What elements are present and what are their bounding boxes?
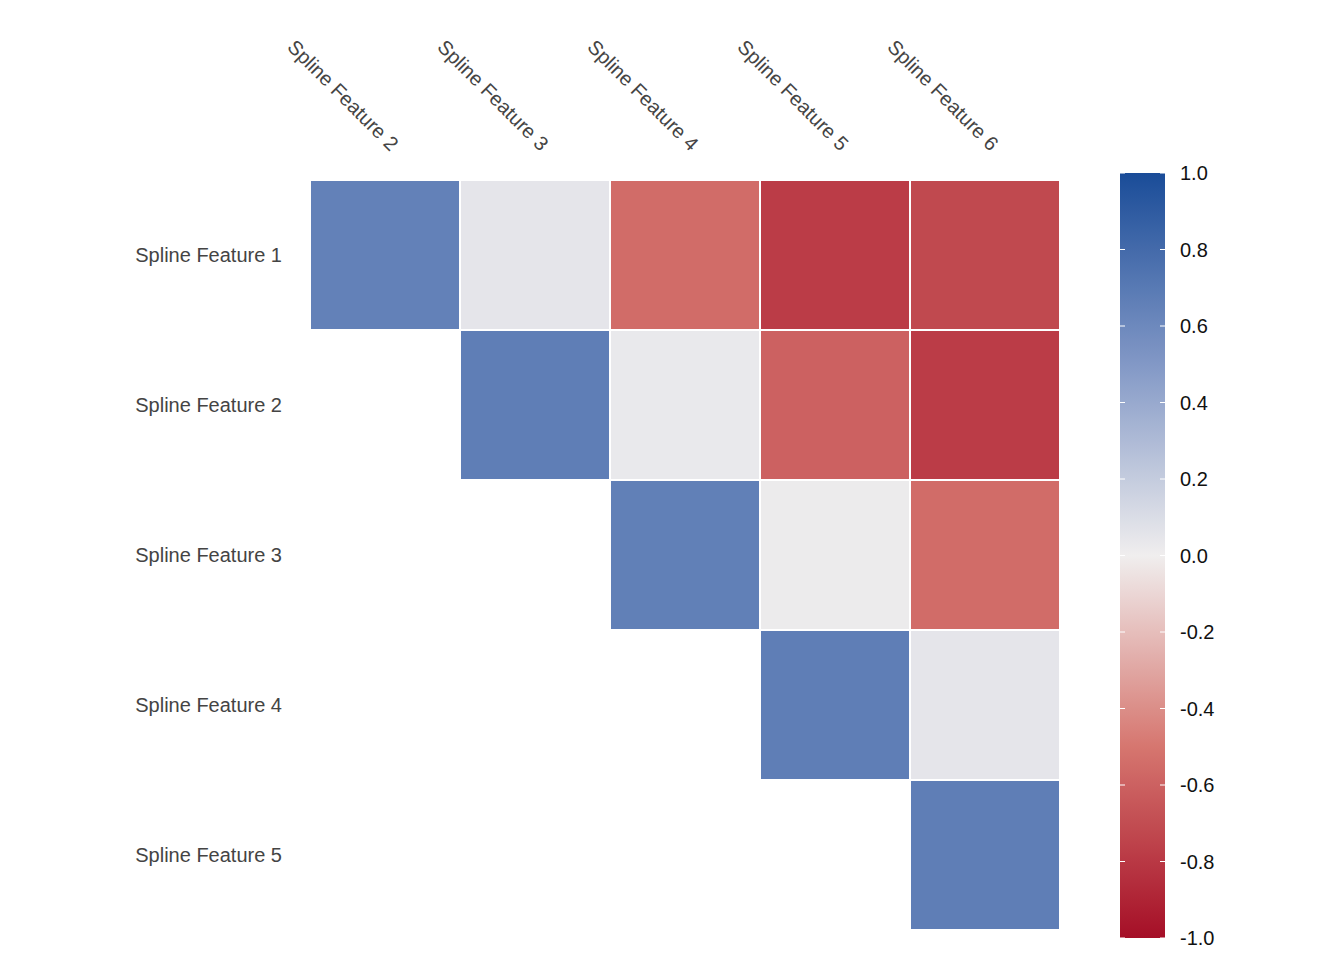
svg-text:Spline Feature 5: Spline Feature 5 (733, 35, 852, 154)
svg-text:Spline Feature 4: Spline Feature 4 (583, 35, 702, 154)
svg-text:0.6: 0.6 (1180, 315, 1208, 337)
svg-text:-0.4: -0.4 (1180, 698, 1214, 720)
svg-text:-0.8: -0.8 (1180, 851, 1214, 873)
svg-text:Spline Feature 5: Spline Feature 5 (135, 844, 282, 866)
svg-text:0.2: 0.2 (1180, 468, 1208, 490)
svg-text:Spline Feature 6: Spline Feature 6 (883, 35, 1002, 154)
svg-text:-0.2: -0.2 (1180, 621, 1214, 643)
svg-text:0.8: 0.8 (1180, 239, 1208, 261)
svg-text:0.0: 0.0 (1180, 545, 1208, 567)
svg-text:Spline Feature 4: Spline Feature 4 (135, 694, 282, 716)
svg-text:1.0: 1.0 (1180, 162, 1208, 184)
svg-text:Spline Feature 1: Spline Feature 1 (135, 244, 282, 266)
svg-text:-0.6: -0.6 (1180, 774, 1214, 796)
svg-text:Spline Feature 2: Spline Feature 2 (135, 394, 282, 416)
svg-text:Spline Feature 3: Spline Feature 3 (433, 35, 552, 154)
svg-text:-1.0: -1.0 (1180, 927, 1214, 949)
svg-text:Spline Feature 3: Spline Feature 3 (135, 544, 282, 566)
svg-text:0.4: 0.4 (1180, 392, 1208, 414)
svg-text:Spline Feature 2: Spline Feature 2 (283, 35, 402, 154)
